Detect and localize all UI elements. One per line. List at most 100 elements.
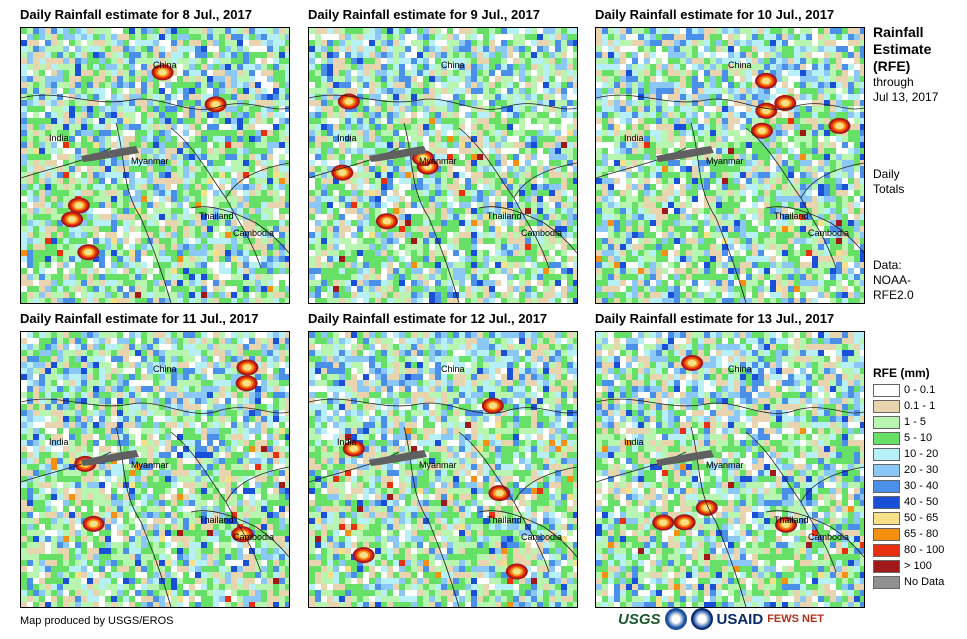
- rain-cell: [171, 184, 177, 190]
- rain-cell: [549, 34, 555, 40]
- rain-cell: [33, 28, 39, 34]
- rain-cell: [549, 286, 555, 292]
- rain-cell: [596, 130, 602, 136]
- rain-cell: [315, 274, 321, 280]
- rain-cell: [363, 220, 369, 226]
- rain-cell: [477, 148, 483, 154]
- rain-cell: [656, 28, 662, 34]
- rain-cell: [471, 232, 477, 238]
- rain-cell: [393, 184, 399, 190]
- rain-cell: [375, 64, 381, 70]
- rain-cell: [728, 88, 734, 94]
- rain-cell: [818, 76, 824, 82]
- rain-cell: [231, 52, 237, 58]
- rain-cell: [465, 142, 471, 148]
- rain-cell: [435, 148, 441, 154]
- rain-cell: [531, 88, 537, 94]
- rain-cell: [453, 190, 459, 196]
- rain-cell: [171, 280, 177, 286]
- rain-cell: [567, 298, 573, 303]
- rain-cell: [183, 238, 189, 244]
- rain-cell: [644, 94, 650, 100]
- rain-cell: [423, 280, 429, 286]
- rain-cell: [363, 196, 369, 202]
- rain-cell: [141, 184, 147, 190]
- rain-cell: [141, 166, 147, 172]
- rain-cell: [111, 292, 117, 298]
- rain-cell: [63, 268, 69, 274]
- rain-cell: [405, 196, 411, 202]
- rain-cell: [722, 70, 728, 76]
- rain-cell: [93, 256, 99, 262]
- rain-cell: [602, 100, 608, 106]
- rain-cell: [111, 118, 117, 124]
- rain-cell: [183, 214, 189, 220]
- rain-cell: [93, 148, 99, 154]
- rain-cell: [782, 46, 788, 52]
- rain-cell: [561, 274, 567, 280]
- rain-cell: [339, 34, 345, 40]
- rain-cell: [632, 58, 638, 64]
- rain-cell: [243, 214, 249, 220]
- rainfall-map: China India Myanmar Thailand Cambodia: [20, 27, 290, 304]
- rain-cell: [435, 154, 441, 160]
- rain-cell: [69, 292, 75, 298]
- rain-cell: [441, 28, 447, 34]
- rain-cell: [273, 196, 279, 202]
- rain-cell: [489, 76, 495, 82]
- rain-cell: [537, 148, 543, 154]
- rain-cell: [237, 142, 243, 148]
- rain-cell: [489, 292, 495, 298]
- rain-cell: [195, 256, 201, 262]
- rain-cell: [429, 220, 435, 226]
- rain-cell: [525, 262, 531, 268]
- rain-cell: [195, 250, 201, 256]
- rain-cell: [543, 280, 549, 286]
- rain-cell: [255, 130, 261, 136]
- rain-cell: [399, 268, 405, 274]
- rain-cell: [69, 124, 75, 130]
- rain-cell: [477, 154, 483, 160]
- rain-cell: [129, 70, 135, 76]
- rain-cell: [375, 190, 381, 196]
- rain-cell: [525, 94, 531, 100]
- rain-cell: [129, 58, 135, 64]
- rain-cell: [710, 64, 716, 70]
- rain-cell: [249, 178, 255, 184]
- rain-cell: [183, 280, 189, 286]
- rain-cell: [99, 274, 105, 280]
- rain-cell: [405, 184, 411, 190]
- rain-cell: [87, 226, 93, 232]
- rain-cell: [573, 46, 577, 52]
- rain-cell: [405, 106, 411, 112]
- rain-cell: [788, 52, 794, 58]
- rain-cell: [375, 280, 381, 286]
- rain-cell: [794, 118, 800, 124]
- rain-cell: [489, 40, 495, 46]
- rain-cell: [459, 274, 465, 280]
- rain-cell: [614, 100, 620, 106]
- rain-cell: [315, 202, 321, 208]
- rain-cell: [501, 268, 507, 274]
- rain-cell: [207, 196, 213, 202]
- rain-cell: [45, 124, 51, 130]
- rain-cell: [555, 214, 561, 220]
- rain-cell: [453, 262, 459, 268]
- rain-cell: [63, 154, 69, 160]
- rain-cell: [596, 58, 602, 64]
- rain-cell: [471, 142, 477, 148]
- rain-cell: [99, 298, 105, 303]
- rain-cell: [201, 118, 207, 124]
- rain-cell: [111, 298, 117, 303]
- rain-cell: [423, 190, 429, 196]
- rain-cell: [830, 58, 836, 64]
- rain-cell: [147, 232, 153, 238]
- rain-cell: [363, 226, 369, 232]
- rain-cell: [147, 250, 153, 256]
- rain-cell: [668, 46, 674, 52]
- rain-cell: [525, 118, 531, 124]
- rain-cell: [279, 148, 285, 154]
- rain-cell: [417, 178, 423, 184]
- rain-cell: [495, 112, 501, 118]
- rain-cell: [351, 250, 357, 256]
